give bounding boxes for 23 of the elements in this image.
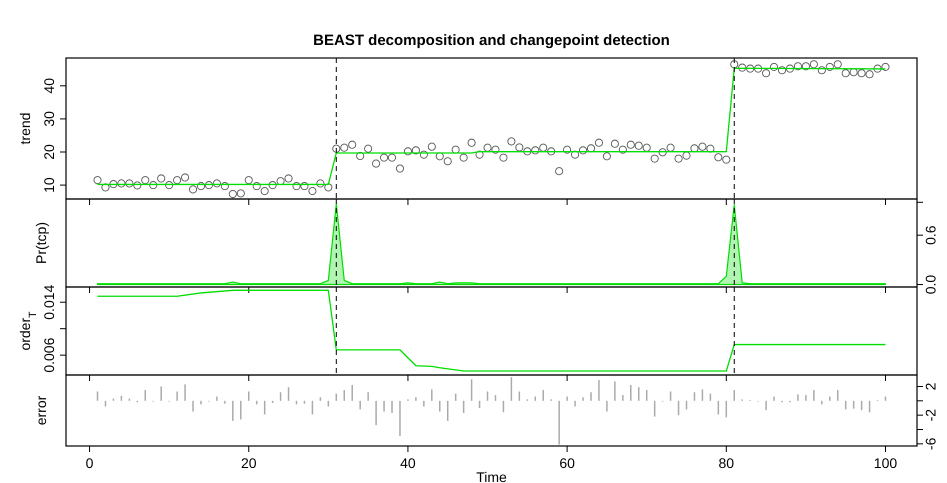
y-tick-label: -6	[922, 437, 938, 450]
y-tick-label: 0.6	[922, 225, 938, 245]
x-tick-label: 20	[240, 455, 257, 471]
y-tick-label: 10	[41, 177, 57, 193]
x-tick-label: 80	[718, 455, 734, 471]
y-tick-label: 30	[41, 110, 57, 127]
y-axis-title: Pr(tcp)	[33, 222, 49, 264]
y-tick-label: 20	[41, 144, 57, 160]
y-tick-label: 2	[922, 382, 938, 390]
line-series	[96, 290, 886, 372]
y-tick-label: 0.014	[41, 284, 57, 320]
y-tick-label: -2	[922, 408, 938, 422]
chart-title: BEAST decomposition and changepoint detection	[313, 32, 670, 49]
y-axis-title: error	[33, 395, 49, 426]
y-tick-label: 0.006	[41, 337, 57, 373]
y-tick-label: 0.0	[922, 274, 938, 294]
x-tick-label: 100	[874, 455, 898, 471]
x-tick-label: 40	[400, 455, 416, 471]
y-axis-title: trend	[17, 112, 33, 144]
y-tick-label: 40	[41, 78, 57, 94]
x-axis-title: Time	[476, 469, 508, 483]
x-tick-label: 0	[86, 455, 94, 471]
x-tick-label: 60	[559, 455, 576, 471]
